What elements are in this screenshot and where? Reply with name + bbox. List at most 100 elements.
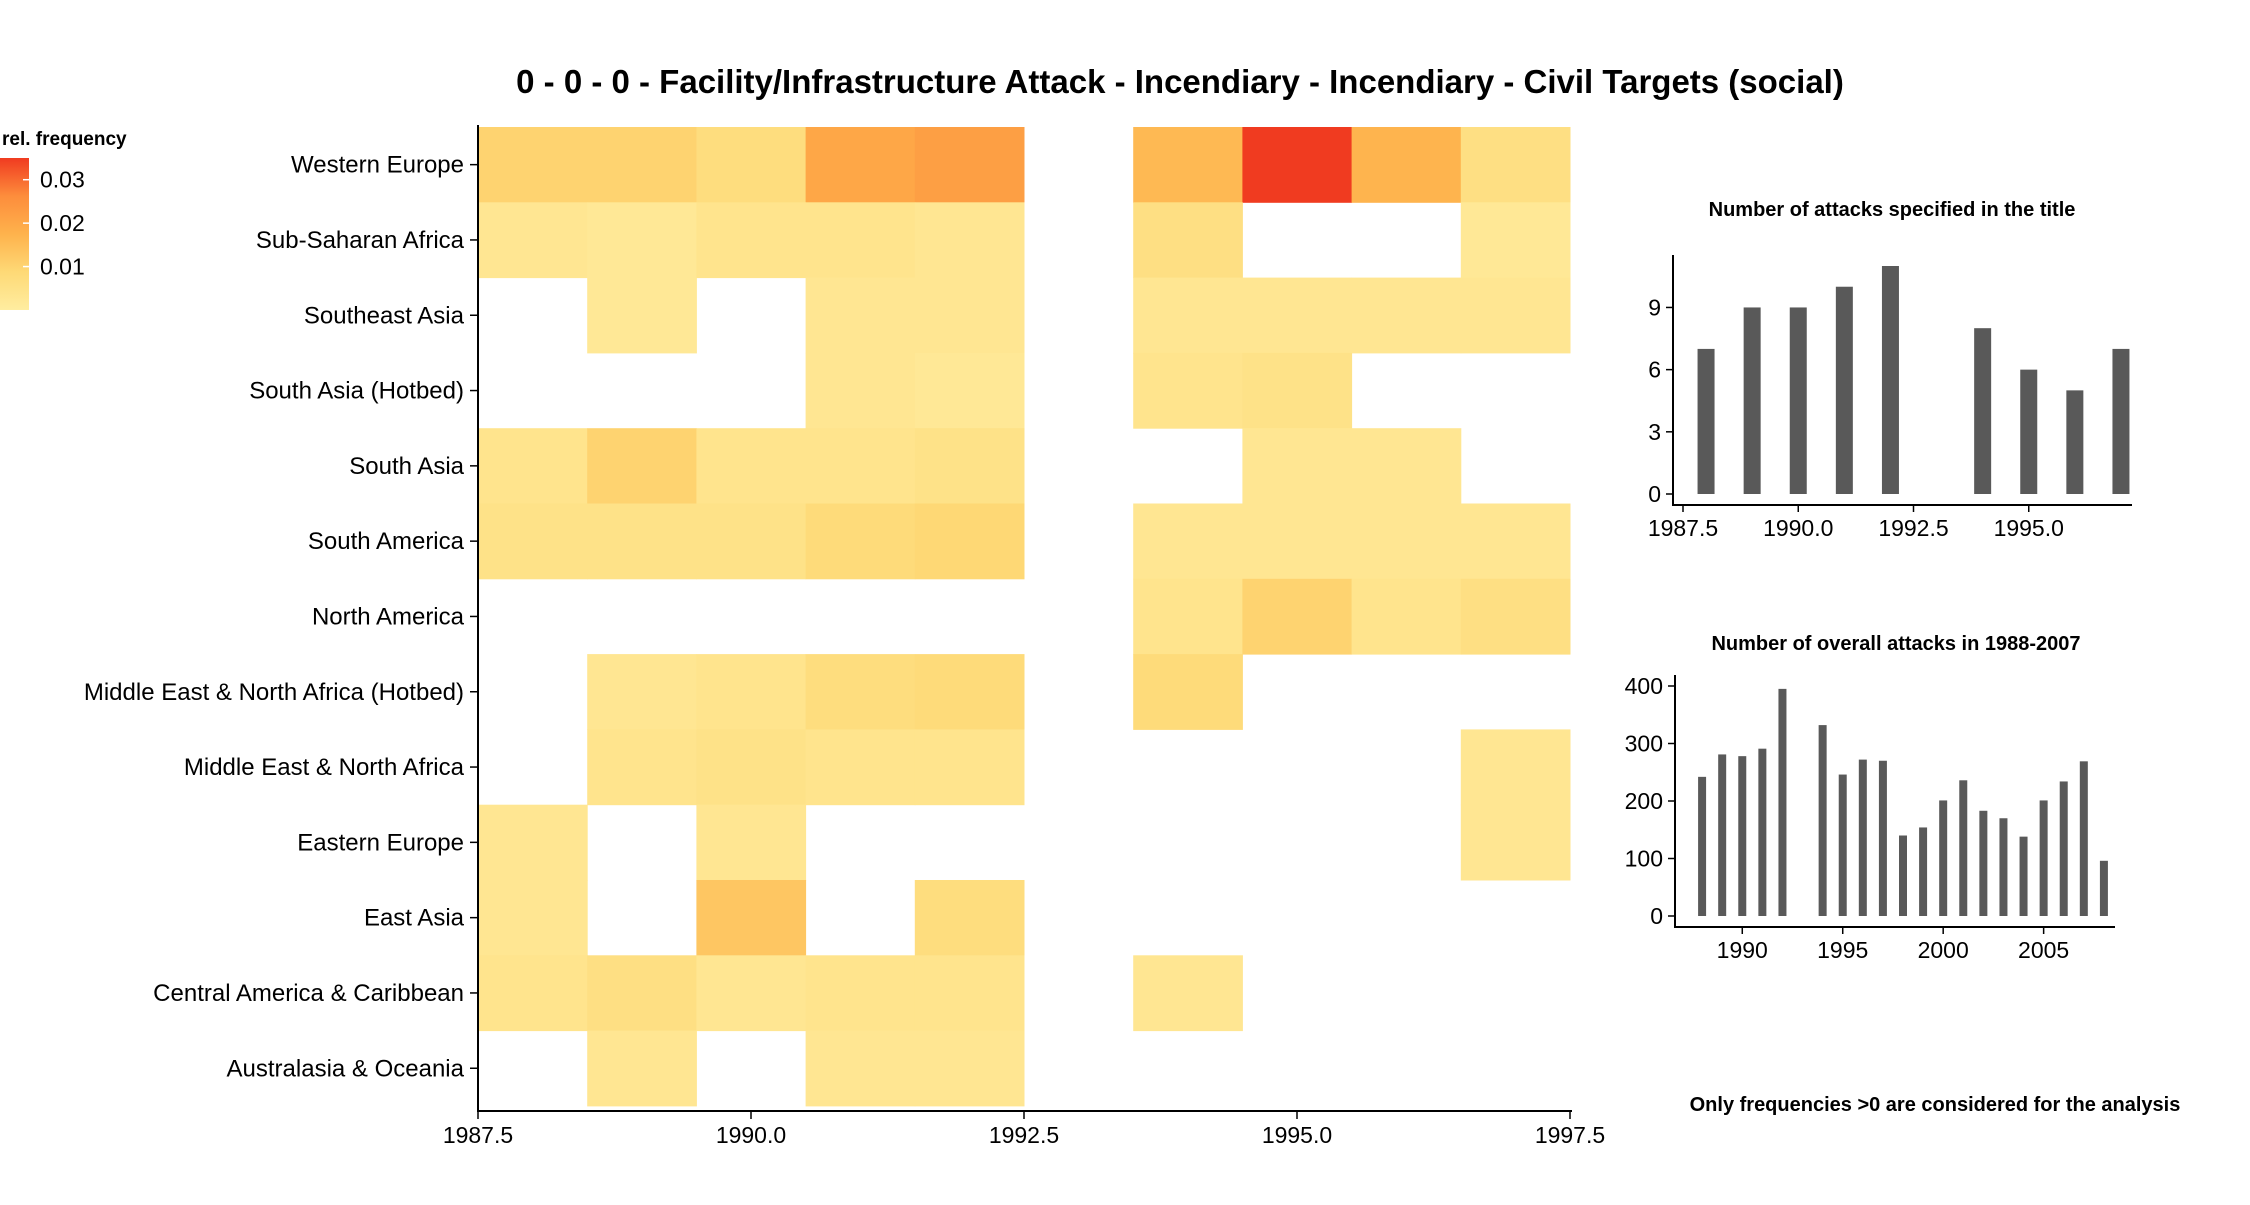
- bar: [2039, 800, 2048, 916]
- heatmap-cell: [914, 202, 1025, 279]
- bar: [1758, 748, 1767, 916]
- bar: [1878, 760, 1887, 916]
- heatmap-cell: [1133, 127, 1243, 203]
- heatmap-cell: [696, 804, 807, 881]
- heatmap-cell: [805, 1030, 916, 1107]
- heatmap-cell: [805, 352, 916, 429]
- heatmap-cell: [696, 880, 807, 956]
- chart-title: 0 - 0 - 0 - Facility/Infrastructure Atta…: [516, 63, 1844, 100]
- bar-y-tick-label: 0: [1650, 903, 1663, 929]
- heatmap-x-tick-label: 1987.5: [443, 1122, 513, 1148]
- bar: [1718, 754, 1727, 916]
- heatmap-cell: [1242, 578, 1353, 655]
- heatmap-cell: [1133, 955, 1243, 1032]
- heatmap-cells: [478, 127, 1571, 1107]
- heatmap-cell: [1351, 277, 1462, 354]
- heatmap-x-tick-label: 1997.5: [1535, 1122, 1605, 1148]
- bar-x-tick-label: 2000: [1918, 937, 1969, 963]
- legend-colorbar: [0, 158, 29, 310]
- heatmap-x-tick-label: 1990.0: [716, 1122, 786, 1148]
- heatmap-row-label: South Asia: [349, 453, 464, 480]
- bar: [1959, 780, 1968, 916]
- bar: [2020, 369, 2038, 494]
- heatmap-cell: [1133, 654, 1243, 730]
- heatmap-cell: [478, 127, 588, 203]
- heatmap-cell: [696, 202, 807, 279]
- bar: [1818, 725, 1827, 916]
- heatmap-cell: [805, 202, 916, 279]
- heatmap-cell: [1133, 578, 1243, 655]
- footnote: Only frequencies >0 are considered for t…: [1690, 1094, 2181, 1116]
- heatmap-cell: [1242, 428, 1353, 504]
- heatmap-cell: [1351, 578, 1462, 655]
- bar: [1789, 307, 1807, 494]
- heatmap-row-label: Eastern Europe: [297, 829, 464, 856]
- bar: [2059, 781, 2068, 916]
- heatmap-row-label: Central America & Caribbean: [153, 980, 464, 1007]
- heatmap-cell: [1242, 127, 1353, 203]
- bar-y-tick-label: 400: [1625, 673, 1663, 699]
- heatmap-cell: [1460, 578, 1571, 655]
- legend-tick-label: 0.02: [40, 210, 85, 236]
- heatmap-cell: [478, 804, 588, 881]
- heatmap-panel: Western Europe Sub-Saharan Africa Southeas…: [84, 125, 1605, 1148]
- bar: [1999, 818, 2008, 916]
- bar-chart-attacks-specified: Number of attacks specified in the title…: [1648, 199, 2132, 541]
- heatmap-cell: [696, 955, 807, 1032]
- heatmap-cell: [1460, 503, 1571, 580]
- heatmap-cell: [478, 880, 588, 956]
- heatmap-cell: [805, 503, 916, 580]
- heatmap-cell: [914, 503, 1025, 580]
- heatmap-cell: [1351, 127, 1462, 203]
- heatmap-cell: [805, 729, 916, 806]
- bar: [2019, 836, 2028, 916]
- bar: [1738, 756, 1747, 916]
- heatmap-cell: [1460, 729, 1571, 806]
- heatmap-cell: [587, 955, 697, 1032]
- heatmap-cell: [914, 729, 1025, 806]
- heatmap-row-label: East Asia: [364, 905, 465, 932]
- heatmap-cell: [805, 955, 916, 1032]
- heatmap-row-labels: Western Europe Sub-Saharan Africa Southeas…: [84, 152, 478, 1082]
- heatmap-cell: [1460, 277, 1571, 354]
- heatmap-cell: [478, 428, 588, 504]
- bar-y-tick-label: 3: [1648, 419, 1661, 445]
- heatmap-cell: [805, 127, 916, 203]
- heatmap-cell: [1460, 202, 1571, 279]
- bar-y-tick-label: 300: [1625, 731, 1663, 757]
- heatmap-cell: [805, 428, 916, 504]
- bar-x-tick-label: 1990: [1717, 937, 1768, 963]
- heatmap-cell: [914, 880, 1025, 956]
- bar-y-tick-label: 6: [1648, 357, 1661, 383]
- bar-chart-2-title: Number of overall attacks in 1988-2007: [1711, 633, 2080, 655]
- heatmap-cell: [1242, 503, 1353, 580]
- bar: [2079, 761, 2088, 916]
- heatmap-cell: [914, 654, 1025, 730]
- heatmap-cell: [1133, 503, 1243, 580]
- heatmap-x-tick-label: 1992.5: [989, 1122, 1059, 1148]
- bar: [1919, 827, 1928, 916]
- heatmap-row-label: Middle East & North Africa (Hotbed): [84, 679, 464, 706]
- bar-y-tick-label: 9: [1648, 294, 1661, 320]
- bar-y-tick-label: 0: [1648, 481, 1661, 507]
- heatmap-cell: [587, 127, 697, 203]
- heatmap-cell: [1133, 352, 1243, 429]
- bar: [1835, 286, 1853, 494]
- heatmap-cell: [478, 503, 588, 580]
- heatmap-cell: [478, 955, 588, 1032]
- bar-x-tick-label: 1987.5: [1648, 515, 1718, 541]
- heatmap-cell: [696, 428, 807, 504]
- heatmap-cell: [587, 428, 697, 504]
- heatmap-cell: [587, 277, 697, 354]
- heatmap-cell: [914, 277, 1025, 354]
- color-legend: rel. frequency 0.03 0.02 0.01: [0, 129, 127, 310]
- bar: [1899, 835, 1907, 916]
- heatmap-row-label: Sub-Saharan Africa: [256, 227, 465, 254]
- heatmap-cell: [914, 127, 1025, 203]
- heatmap-cell: [914, 428, 1025, 504]
- heatmap-cell: [587, 503, 697, 580]
- heatmap-row-label: Western Europe: [291, 152, 464, 179]
- heatmap-cell: [1242, 352, 1353, 429]
- bar: [1881, 266, 1899, 494]
